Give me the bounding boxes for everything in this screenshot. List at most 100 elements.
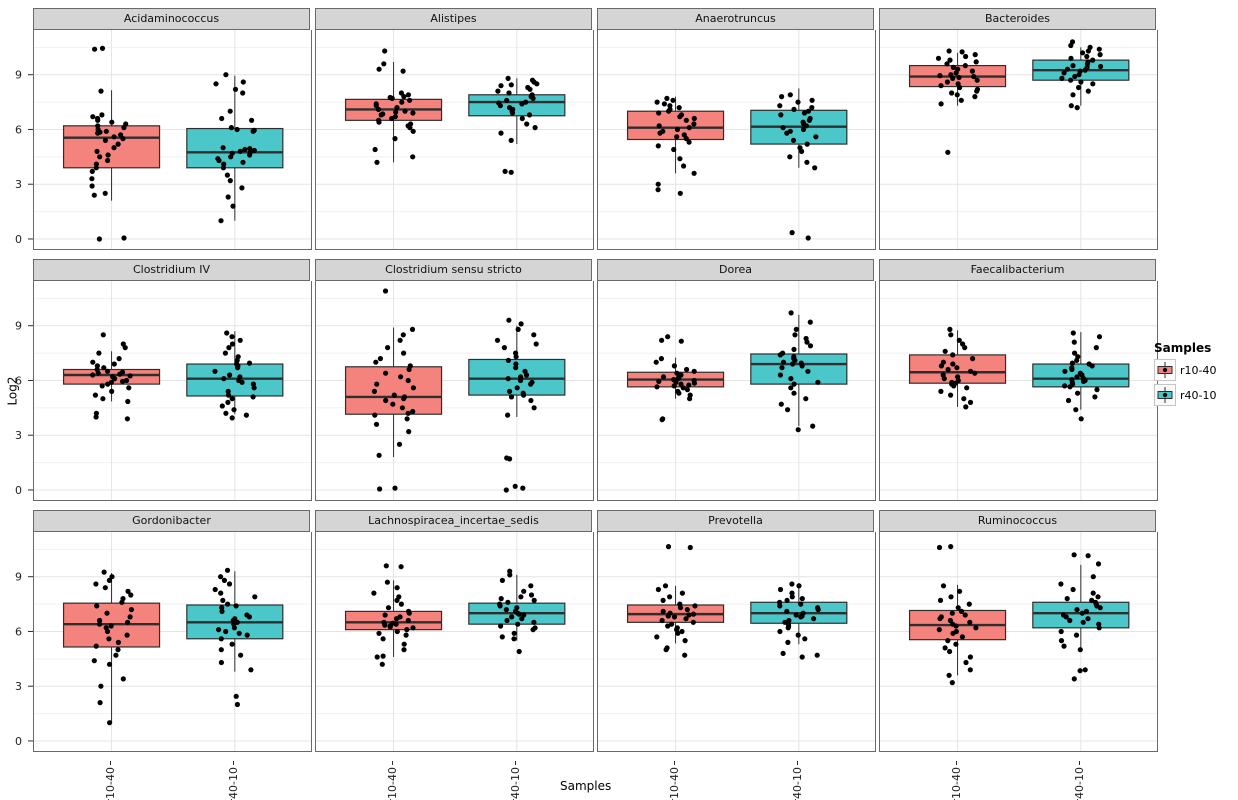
facet-panel: [879, 30, 1158, 250]
data-point: [508, 82, 514, 88]
data-point: [109, 119, 115, 125]
data-point: [1070, 586, 1076, 593]
data-point: [374, 159, 380, 165]
facet-panel: [315, 30, 594, 250]
data-point: [401, 94, 407, 100]
data-point: [399, 405, 405, 411]
facet-cell: Acidaminococcus: [33, 8, 312, 253]
data-point: [401, 647, 407, 653]
data-point: [94, 603, 100, 609]
facet-cell: Faecalibacterium: [879, 259, 1158, 504]
data-point: [967, 667, 973, 673]
data-point: [498, 623, 504, 629]
data-point: [229, 341, 236, 347]
data-point: [664, 95, 670, 101]
data-point: [505, 599, 511, 605]
data-point: [404, 627, 410, 633]
data-point: [656, 378, 662, 384]
data-point: [237, 148, 243, 154]
data-point: [962, 612, 968, 618]
data-point: [497, 603, 503, 609]
data-point: [1065, 397, 1072, 404]
y-tick-label: 3: [15, 429, 22, 442]
data-point: [518, 321, 524, 327]
data-point: [526, 112, 533, 118]
data-point: [790, 137, 797, 143]
data-point: [405, 410, 411, 416]
data-point: [218, 574, 224, 580]
data-point: [376, 66, 382, 72]
data-point: [683, 616, 689, 622]
data-point: [392, 485, 398, 491]
data-point: [969, 68, 975, 74]
data-point: [955, 605, 961, 611]
data-point: [105, 157, 111, 164]
data-point: [392, 136, 398, 142]
data-point: [232, 86, 239, 92]
data-point: [971, 73, 977, 80]
data-point: [1076, 72, 1082, 78]
data-point: [216, 627, 222, 633]
facet-panel: [33, 281, 312, 501]
data-point: [665, 544, 672, 550]
data-point: [109, 388, 115, 394]
data-point: [518, 374, 524, 380]
data-point: [944, 61, 950, 67]
data-point: [393, 621, 399, 627]
data-point: [394, 628, 400, 635]
data-point: [657, 130, 663, 136]
data-point: [791, 390, 797, 396]
data-point: [374, 654, 380, 660]
data-point: [1078, 79, 1084, 85]
data-point: [777, 603, 783, 609]
data-point: [810, 423, 816, 429]
data-point: [532, 125, 538, 131]
data-point: [249, 117, 255, 123]
y-tick-label: 9: [15, 571, 22, 584]
data-point: [100, 396, 106, 402]
data-point: [791, 346, 797, 352]
data-point: [505, 412, 511, 418]
data-point: [804, 141, 810, 147]
data-point: [221, 376, 227, 382]
data-point: [499, 577, 505, 583]
data-point: [945, 366, 951, 373]
data-point: [534, 81, 540, 87]
data-point: [953, 70, 959, 76]
legend: Samples r10-40 r40-10: [1154, 341, 1234, 409]
data-point: [504, 617, 510, 624]
data-point: [795, 632, 801, 638]
data-point: [1059, 75, 1065, 81]
data-point: [956, 337, 962, 343]
data-point: [390, 401, 396, 407]
data-point: [957, 84, 963, 91]
data-point: [674, 370, 680, 376]
data-point: [1080, 378, 1087, 384]
data-point: [959, 634, 965, 640]
data-point: [938, 363, 944, 369]
data-point: [659, 417, 665, 423]
facet-row: 0 3 6 9 Gordonibacter Lachnospiracea_incertae…: [0, 510, 1161, 755]
data-point: [393, 616, 400, 622]
data-point: [947, 326, 953, 332]
data-point: [677, 190, 683, 196]
data-point: [800, 126, 807, 133]
facet-strip-title: Lachnospiracea_incertae_sedis: [315, 510, 592, 532]
data-point: [115, 141, 121, 147]
data-point: [1068, 55, 1074, 61]
data-point: [1071, 676, 1077, 682]
boxplot-box-r10-40: [62, 125, 161, 169]
data-point: [119, 599, 125, 605]
facet-cell: Dorea: [597, 259, 876, 504]
x-tick-mark: [797, 761, 799, 765]
data-point: [95, 370, 101, 376]
data-point: [246, 614, 252, 620]
data-point: [680, 385, 686, 391]
data-point: [105, 368, 111, 374]
data-point: [373, 359, 379, 365]
facet-cell: Bacteroides: [879, 8, 1158, 253]
data-point: [807, 343, 814, 349]
data-point: [382, 288, 389, 294]
facet-strip-title: Clostridium IV: [33, 259, 310, 281]
